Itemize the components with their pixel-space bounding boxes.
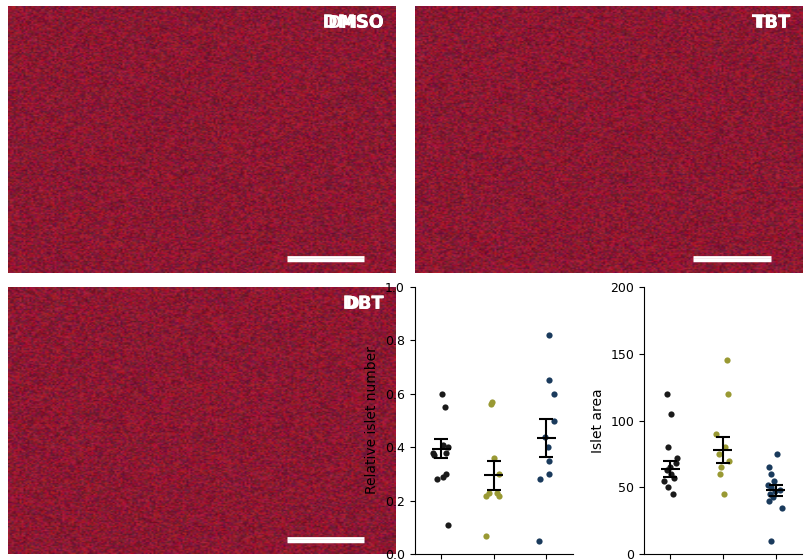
Point [437,440,450,449]
Text: DMSO: DMSO [322,13,384,31]
Point [437,472,450,481]
Point [764,489,777,498]
Point [431,475,444,484]
Point [493,470,506,479]
Point [435,389,448,398]
Point [491,488,504,497]
Point [710,430,723,438]
Y-axis label: Islet area: Islet area [590,388,605,453]
Point [670,459,683,468]
Point [722,389,735,398]
Point [774,486,787,494]
Point [765,470,778,479]
Point [492,491,505,500]
Point [480,531,492,540]
Point [664,470,677,479]
Point [438,403,451,412]
Point [488,454,501,463]
Point [718,443,731,452]
Point [762,480,775,489]
Point [714,470,727,479]
Point [765,536,778,545]
Point [721,356,734,365]
Point [765,483,778,492]
Point [775,503,788,512]
Point [543,470,556,479]
Point [766,492,779,501]
Point [532,536,545,545]
Point [718,489,731,498]
Point [663,463,676,472]
Point [662,483,675,492]
Point [440,448,453,457]
Point [667,489,680,498]
Point [712,450,725,459]
Point [671,454,684,463]
Point [548,416,561,425]
Point [428,451,441,460]
Y-axis label: Relative islet number: Relative islet number [365,347,379,494]
Text: TBT: TBT [752,13,791,31]
Point [661,465,674,474]
Point [768,477,781,486]
Point [543,376,556,385]
Point [714,463,727,472]
Point [762,496,775,505]
Point [542,443,555,452]
Point [661,389,674,398]
Point [427,448,440,457]
Point [548,389,561,398]
Point [440,470,453,479]
Text: TBT: TBT [755,13,791,31]
Text: DMSO: DMSO [327,13,384,31]
Point [441,443,454,452]
Point [723,456,735,465]
Point [480,491,492,500]
Point [658,477,671,486]
Point [662,443,675,452]
Point [486,398,499,407]
Point [667,474,680,483]
Point [769,487,782,496]
Point [534,475,547,484]
Point [482,488,495,497]
Text: DBT: DBT [343,295,384,312]
Point [542,456,555,465]
Point [762,463,775,472]
Point [542,330,555,339]
Point [484,400,497,409]
Point [441,520,454,529]
Text: DBT: DBT [346,295,384,312]
Point [538,432,551,441]
Point [770,450,783,459]
Point [665,409,678,418]
